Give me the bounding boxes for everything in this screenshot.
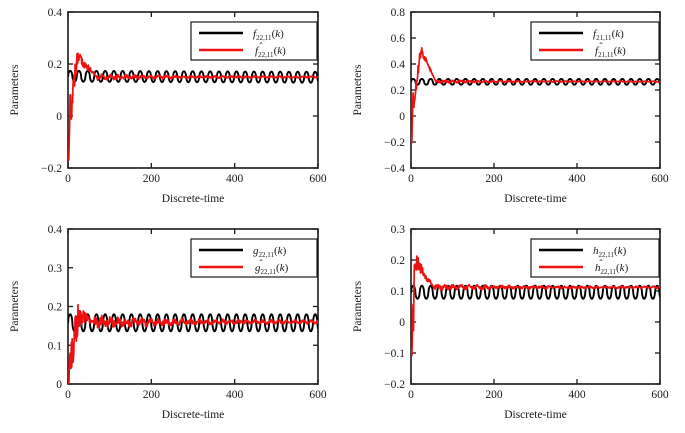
axis-ticks: 0 200 400 600−0.200.20.4 (41, 7, 327, 185)
axis-ticks: 0 200 400 600 −0.2 −0.1 0 0.1 0.2 0.3 (384, 224, 669, 401)
x-tick-label: 600 (651, 173, 669, 185)
series-true-line (68, 313, 318, 333)
legend-label: ˆg22,11(k) (255, 258, 289, 276)
y-tick-label: 0.3 (391, 224, 406, 236)
x-tick-label: 600 (309, 173, 327, 185)
y-tick-label: 0.4 (48, 7, 63, 19)
series-estimate-line (411, 255, 660, 357)
series-estimate-line (411, 46, 660, 144)
y-axis-label: Parameters (9, 280, 21, 332)
x-axis-label: Discrete-time (162, 409, 225, 421)
x-tick-label: 0 (408, 173, 414, 185)
series-true-line (68, 69, 318, 84)
y-tick-label: −0.2 (384, 379, 405, 391)
x-tick-label: 400 (226, 389, 244, 401)
series-estimate-line (68, 52, 318, 161)
y-tick-label: −0.2 (384, 137, 405, 149)
legend-label: f21,11(k) (593, 28, 624, 42)
axis-ticks: 0 200 400 600 0 0.1 0.2 0.3 0.4 (48, 224, 327, 401)
y-tick-label: 0.2 (391, 85, 406, 97)
y-tick-label: 0.1 (391, 286, 406, 298)
x-axis-label: Discrete-time (162, 193, 225, 205)
chart-svg: 0 200 400 600−0.200.20.4Discrete-timeParame… (9, 7, 327, 205)
plot-series-group (411, 46, 660, 144)
x-tick-label: 600 (651, 389, 669, 401)
y-tick-label: 0.4 (48, 224, 63, 236)
x-tick-label: 200 (485, 389, 503, 401)
legend-label: h22,11(k) (593, 245, 627, 259)
y-tick-label: 0.8 (391, 7, 406, 19)
series-true-line (411, 284, 660, 300)
x-tick-label: 400 (568, 173, 586, 185)
legend-label: ˆf22,11(k) (255, 41, 286, 59)
series-true-line (411, 78, 660, 86)
plot-series-group (68, 52, 318, 161)
series-estimate-line (68, 303, 318, 384)
y-tick-label: 0.6 (391, 33, 406, 45)
y-tick-label: 0.2 (391, 255, 406, 267)
y-tick-label: −0.4 (384, 163, 405, 175)
y-tick-label: 0.4 (391, 59, 406, 71)
y-tick-label: −0.1 (384, 348, 405, 360)
x-axis-label: Discrete-time (504, 409, 567, 421)
y-tick-label: 0 (399, 111, 405, 123)
x-axis-label: Discrete-time (504, 193, 567, 205)
chart-svg: 0 200 400 600 −0.2 −0.1 0 0.1 0.2 0.3 Discrete-tim… (352, 224, 669, 421)
legend-label: f22,11(k) (253, 28, 284, 42)
x-tick-label: 0 (65, 389, 71, 401)
panel-bottom-left: 0 200 400 600 0 0.1 0.2 0.3 0.4 Discrete-time Para… (0, 217, 343, 433)
x-tick-label: 400 (568, 389, 586, 401)
y-tick-label: 0.2 (48, 59, 63, 71)
legend-label: ˆf21,11(k) (595, 41, 626, 59)
y-tick-label: 0.1 (48, 340, 63, 352)
axis-ticks: 0 200 400 600 −0.4 −0.2 0 0.2 0.4 0.6 0.8 (384, 7, 669, 185)
chart-svg: 0 200 400 600 −0.4 −0.2 0 0.2 0.4 0.6 0.8 Discrete-… (352, 7, 669, 205)
x-tick-label: 0 (408, 389, 414, 401)
x-tick-label: 200 (485, 173, 503, 185)
panel-top-left: 0 200 400 600 −0.2 0 0.2 0.4 Discrete-time Parame… (0, 0, 343, 217)
y-tick-label: −0.2 (41, 163, 62, 175)
y-tick-label: 0.2 (48, 302, 63, 314)
x-tick-label: 200 (143, 389, 161, 401)
y-tick-label: 0.3 (48, 263, 63, 275)
chart-svg: 0 200 400 600 0 0.1 0.2 0.3 0.4 Discrete-time Para… (9, 224, 327, 421)
plot-series-group (68, 303, 318, 384)
y-tick-label: 0 (56, 379, 62, 391)
x-tick-label: 600 (309, 389, 327, 401)
y-tick-label: 0 (399, 317, 405, 329)
chart-legend: f22,11(k)ˆf22,11(k) (190, 21, 318, 61)
x-tick-label: 200 (143, 173, 161, 185)
panel-bottom-right: 0 200 400 600 −0.2 −0.1 0 0.1 0.2 0.3 Discrete-tim… (343, 217, 685, 433)
y-axis-label: Parameters (9, 64, 21, 116)
x-tick-label: 0 (65, 173, 71, 185)
panel-top-right: 0 200 400 600 −0.4 −0.2 0 0.2 0.4 0.6 0.8 Discrete-… (343, 0, 685, 217)
y-axis-label: Parameters (352, 280, 364, 332)
legend-label: g22,11(k) (253, 245, 287, 259)
chart-legend: h22,11(k)ˆh22,11(k) (530, 238, 660, 278)
chart-legend: f21,11(k)ˆf21,11(k) (530, 21, 660, 61)
y-tick-label: 0 (56, 111, 62, 123)
chart-legend: g22,11(k)ˆg22,11(k) (190, 238, 318, 278)
plot-series-group (411, 255, 660, 357)
x-tick-label: 400 (226, 173, 244, 185)
y-axis-label: Parameters (352, 64, 364, 116)
legend-label: ˆh22,11(k) (595, 258, 629, 276)
